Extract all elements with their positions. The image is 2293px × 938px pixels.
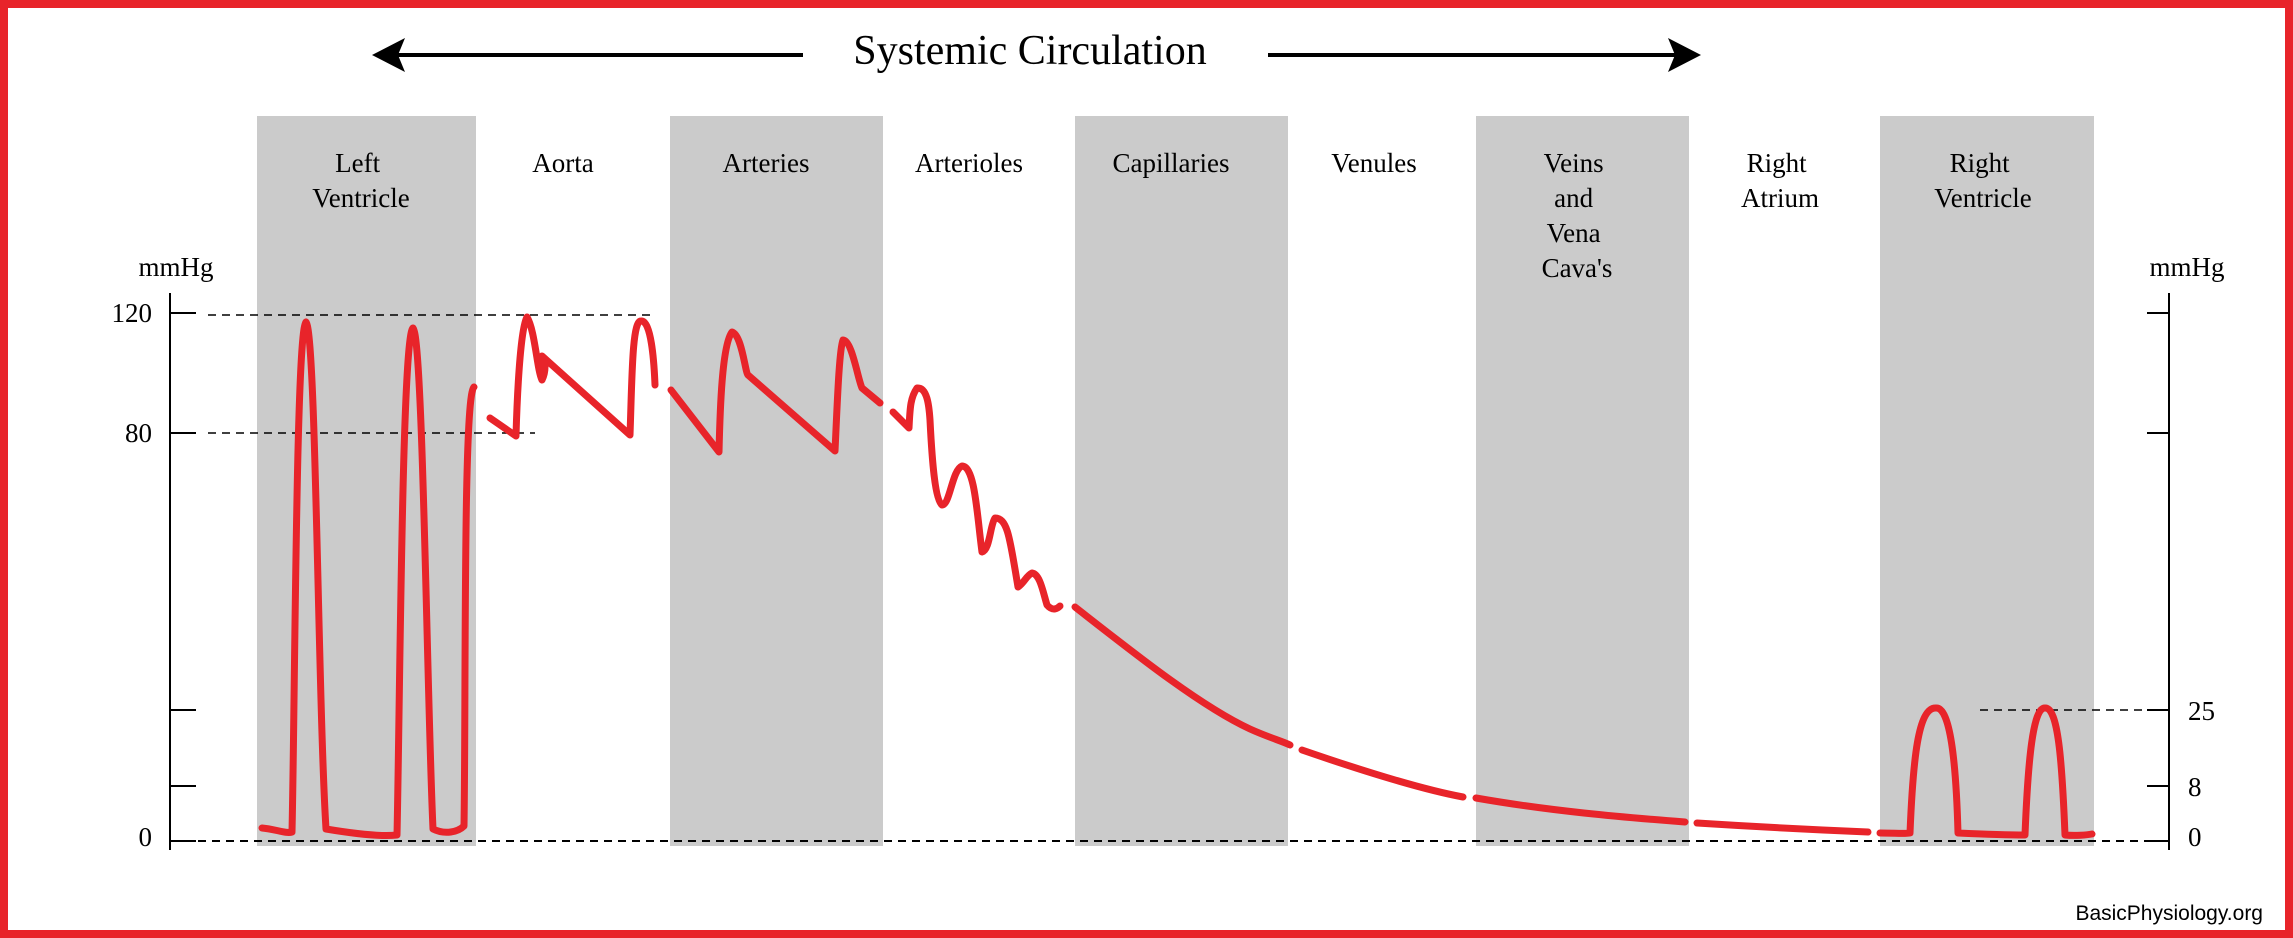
curve-right-atrium [1693,819,1872,836]
label-right-atrium: Right Atrium [1741,148,1819,213]
label-aorta: Aorta [532,148,593,178]
curve-arteries [667,328,884,456]
right-axis: mmHg 25 8 0 [2147,252,2225,852]
title-arrowhead-left [372,38,405,72]
curve-right-ventricle [1876,704,2096,839]
reference-lines [170,314,2169,842]
credit-text: BasicPhysiology.org [2075,902,2263,925]
curve-left-ventricle [258,318,478,840]
diagram-title: Systemic Circulation [853,28,1206,74]
label-left-ventricle: Left Ventricle [312,148,409,213]
left-tick-label-120: 120 [112,298,153,328]
left-tick-label-80: 80 [125,418,152,448]
band-veins [1476,116,1689,846]
band-arteries [670,116,883,846]
region-labels: Left Ventricle Aorta Arteries Arterioles… [312,148,2031,283]
curve-arterioles [889,384,1064,613]
band-right-ventricle [1880,116,2094,846]
label-veins-vena-cavas: Veins and Vena Cava's [1542,148,1613,283]
right-axis-unit: mmHg [2149,252,2224,282]
label-venules: Venules [1331,148,1416,178]
region-bands [257,116,2094,846]
pressure-curve [258,313,2096,840]
left-tick-label-0: 0 [139,822,153,852]
title-arrowhead-right [1668,38,1701,72]
right-tick-label-25: 25 [2188,696,2215,726]
band-capillaries [1075,116,1288,846]
label-arteries: Arteries [723,148,810,178]
right-tick-label-0: 0 [2188,822,2202,852]
curve-veins [1472,794,1689,826]
band-left-ventricle [257,116,476,846]
label-right-ventricle: Right Ventricle [1934,148,2031,213]
label-capillaries: Capillaries [1113,148,1230,178]
left-axis-unit: mmHg [138,252,213,282]
curve-venules [1298,746,1467,801]
title-group: Systemic Circulation [372,28,1701,74]
curve-capillaries [1071,603,1294,749]
label-arterioles: Arterioles [915,148,1023,178]
right-tick-label-8: 8 [2188,772,2202,802]
left-axis: mmHg 120 80 0 [112,252,214,852]
curve-aorta [486,313,659,440]
